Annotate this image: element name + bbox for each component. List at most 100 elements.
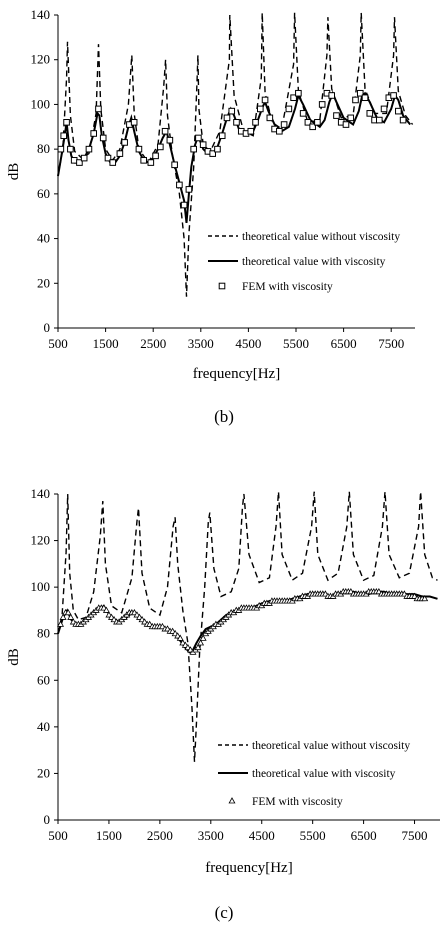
legend-label: FEM with viscosity (252, 796, 343, 808)
y-tick-label: 120 (31, 52, 51, 67)
fem-point (67, 145, 74, 153)
fem-point (376, 116, 383, 124)
y-tick-label: 60 (37, 186, 50, 201)
fem-point (257, 105, 264, 113)
x-tick-label: 2500 (147, 828, 173, 843)
x-axis-label: frequency[Hz] (205, 860, 292, 876)
fem-point (85, 145, 93, 153)
fem-point (218, 132, 226, 140)
y-tick-label: 60 (37, 672, 50, 687)
fem-point (347, 114, 355, 122)
legend-label: theoretical value without viscosity (242, 231, 400, 243)
x-tick-label: 500 (48, 828, 68, 843)
fem-point (390, 92, 397, 99)
fem-point (421, 594, 429, 602)
fem-point (252, 119, 259, 126)
fem-point (199, 634, 207, 641)
fem-point (290, 94, 297, 102)
fem-point (304, 119, 312, 126)
y-tick-label: 40 (37, 719, 50, 734)
x-tick-label: 6500 (351, 828, 377, 843)
y-tick-label: 120 (31, 533, 51, 548)
fem-point (99, 134, 107, 142)
x-tick-label: 1500 (93, 336, 119, 351)
fem-point (104, 154, 112, 162)
fem-point (280, 121, 288, 128)
fem-point (80, 154, 88, 162)
x-tick-label: 4500 (235, 336, 261, 351)
fem-point (90, 130, 98, 137)
fem-point (60, 132, 68, 140)
legend-label: FEM with viscosity (242, 281, 333, 293)
series-line-without-viscosity (57, 491, 438, 762)
fem-point (57, 145, 65, 153)
fem-point (333, 112, 340, 119)
x-tick-label: 5500 (300, 828, 326, 843)
fem-point (285, 105, 293, 113)
legend-label: theoretical value with viscosity (252, 768, 396, 780)
y-tick-label: 0 (44, 812, 51, 827)
fem-point (366, 110, 374, 117)
fem-point (185, 186, 193, 193)
fem-point (147, 159, 155, 166)
legend-label: theoretical value with viscosity (242, 256, 386, 268)
fem-point (194, 643, 202, 651)
y-axis-label: dB (6, 648, 22, 666)
legend-marker-fem (228, 797, 236, 804)
fem-point (57, 620, 65, 627)
fem-point (63, 119, 70, 126)
fem-point (214, 145, 221, 153)
x-tick-label: 3500 (198, 828, 224, 843)
fem-point (356, 89, 364, 97)
x-tick-label: 3500 (188, 336, 214, 351)
fem-point (223, 114, 231, 122)
fem-point (266, 114, 274, 122)
x-tick-label: 1500 (96, 828, 122, 843)
chart-c: 0 20 40 60 80 100 120 140 500 1500 2500 3500 4500 550… (6, 486, 440, 922)
fem-point (199, 141, 207, 148)
fem-point (157, 143, 164, 151)
y-tick-label: 20 (37, 275, 50, 290)
fem-point (295, 89, 302, 97)
fem-point (195, 134, 202, 142)
fem-point (109, 159, 117, 166)
fem-point (166, 136, 174, 144)
x-tick-label: 500 (48, 336, 68, 351)
fem-point (361, 94, 369, 102)
y-tick-label: 140 (31, 486, 51, 501)
fem-point (67, 613, 75, 620)
fem-point (152, 152, 159, 160)
fem-point (176, 634, 184, 641)
series-line-without-viscosity (57, 12, 414, 297)
y-tick-label: 20 (37, 765, 50, 780)
fem-point (95, 105, 102, 113)
fem-point (161, 127, 169, 135)
y-tick-label: 0 (44, 320, 51, 335)
fem-point (130, 119, 138, 126)
fem-point (299, 110, 307, 117)
fem-point (59, 613, 67, 620)
x-tick-label: 2500 (140, 336, 166, 351)
fem-point (64, 608, 72, 616)
fem-point (309, 123, 316, 131)
fem-point (399, 116, 407, 124)
fem-point (276, 127, 283, 135)
x-axis-label: frequency[Hz] (193, 366, 280, 382)
fem-point (140, 157, 147, 164)
fem-point (180, 201, 188, 209)
fem-point (190, 145, 197, 153)
y-tick-label: 140 (31, 7, 51, 22)
fem-point (121, 139, 128, 146)
fem-point (342, 121, 350, 128)
x-tick-label: 5500 (283, 336, 309, 351)
x-tick-label: 7500 (378, 336, 404, 351)
legend-marker-fem (218, 282, 226, 290)
y-tick-label: 80 (37, 141, 50, 156)
fem-point (171, 161, 178, 169)
fem-point (135, 145, 143, 153)
fem-point (328, 92, 335, 99)
fem-point (314, 119, 321, 126)
fem-point (176, 181, 183, 189)
fem-point (380, 105, 388, 113)
